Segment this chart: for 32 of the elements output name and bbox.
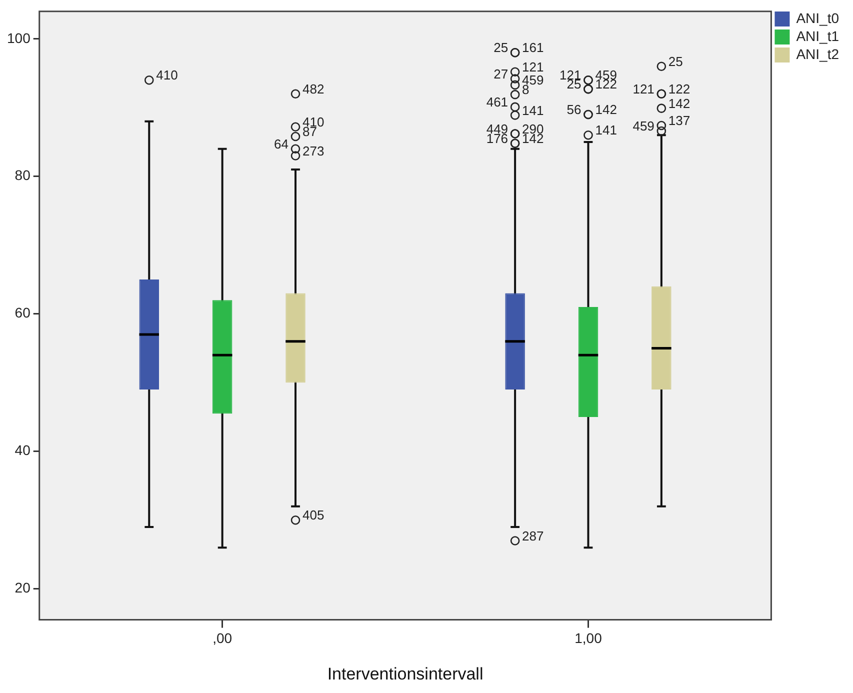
annotation: 273	[302, 143, 324, 158]
annotation: 122	[668, 81, 690, 96]
x-tick-label: ,00	[212, 630, 232, 646]
x-tick-label: 1,00	[574, 630, 602, 646]
y-tick-label: 20	[14, 580, 31, 596]
annotation: 141	[522, 102, 544, 118]
annotation: 161	[522, 40, 544, 56]
annotation: 25	[668, 54, 683, 69]
legend-label: ANI_t0	[796, 10, 840, 26]
legend-label: ANI_t1	[796, 28, 840, 44]
annotation: 56	[566, 102, 582, 118]
annotation: 461	[486, 94, 508, 110]
y-tick-label: 80	[14, 167, 31, 184]
annotation: 137	[668, 113, 690, 128]
annotation: 142	[595, 102, 617, 118]
annotation: 482	[302, 81, 324, 96]
annotation: 141	[595, 122, 617, 138]
annotation: 459	[632, 118, 654, 134]
legend-label: ANI_t2	[796, 46, 840, 62]
annotation: 25	[494, 40, 508, 56]
x-axis-title: Interventionsintervall	[327, 664, 484, 684]
annotation: 410	[156, 68, 178, 83]
y-tick-label: 100	[7, 30, 31, 46]
annotation: 121	[522, 59, 544, 74]
annotation: 64	[274, 136, 289, 152]
annotation: 27	[494, 66, 508, 82]
annotation: 121	[632, 81, 654, 96]
annotation: 287	[522, 528, 544, 544]
annotation: 142	[668, 96, 690, 111]
y-tick-label: 40	[14, 442, 31, 458]
y-tick-label: 60	[14, 304, 31, 321]
annotation: 405	[302, 508, 324, 523]
